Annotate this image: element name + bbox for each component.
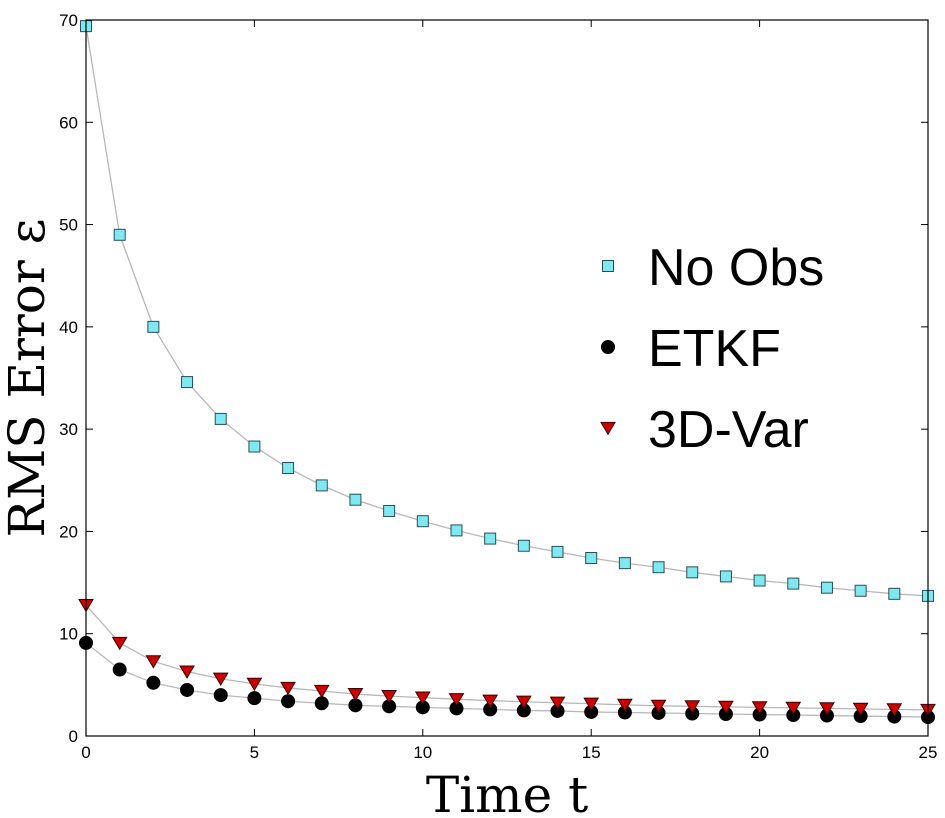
data-point-square — [517, 539, 530, 552]
y-tick-label: 40 — [59, 318, 78, 337]
data-point-square — [618, 557, 631, 570]
data-point-circle — [314, 696, 329, 711]
legend: No Obs ETKF 3D-Var — [600, 239, 824, 459]
data-point-square — [248, 440, 261, 453]
data-point-square — [315, 479, 328, 492]
data-point-triangle-down — [212, 672, 229, 687]
data-point-circle — [180, 682, 195, 697]
data-point-square — [585, 552, 598, 565]
data-point-square — [282, 462, 295, 475]
data-point-square — [888, 587, 901, 600]
x-tick-label: 5 — [250, 743, 259, 762]
x-axis-title: Time t — [426, 766, 588, 818]
series-markers — [78, 20, 936, 725]
data-point-triangle-down — [684, 700, 701, 714]
y-axis-title: RMS Error ε — [0, 218, 56, 537]
data-point-square — [753, 574, 766, 587]
data-point-triangle-down — [549, 696, 566, 711]
y-tick-label: 20 — [59, 522, 78, 541]
y-tick-label: 0 — [69, 727, 78, 746]
data-point-triangle-down — [347, 687, 364, 702]
data-point-square — [214, 412, 227, 425]
y-tick-label: 60 — [59, 113, 78, 132]
data-point-triangle-down — [313, 684, 330, 699]
legend-marker-square — [602, 260, 614, 272]
data-point-square — [787, 577, 800, 590]
data-point-square — [450, 524, 463, 537]
data-point-triangle-down — [179, 665, 195, 679]
data-point-circle — [281, 694, 296, 709]
data-point-square — [854, 584, 867, 597]
y-tick-label: 30 — [59, 420, 78, 439]
data-point-square — [383, 504, 396, 517]
legend-label: No Obs — [648, 239, 824, 297]
data-point-triangle-down — [819, 702, 835, 716]
plot-area-frame — [85, 19, 929, 737]
data-point-triangle-down — [515, 695, 532, 710]
legend-label: ETKF — [648, 320, 781, 378]
data-point-square — [113, 228, 126, 241]
data-point-triangle-down — [280, 681, 296, 696]
data-point-triangle-down — [246, 677, 263, 692]
data-point-square — [147, 320, 160, 333]
series-lines — [85, 26, 929, 718]
data-point-triangle-down — [886, 703, 903, 717]
data-point-triangle-down — [583, 697, 600, 712]
data-point-square — [686, 566, 699, 579]
series-line-square — [85, 26, 929, 597]
data-point-triangle-down — [448, 693, 465, 707]
data-point-triangle-down — [414, 691, 431, 705]
data-point-square — [719, 570, 732, 583]
x-tick-label: 10 — [413, 743, 432, 762]
data-point-triangle-down — [482, 694, 499, 708]
legend-label: 3D-Var — [648, 401, 809, 459]
series-line-circle — [85, 642, 929, 718]
y-tick-label: 70 — [59, 11, 78, 30]
x-tick-label: 0 — [81, 743, 90, 762]
data-point-square — [820, 581, 833, 594]
data-point-circle — [213, 688, 228, 703]
data-point-square — [551, 545, 564, 558]
data-point-square — [652, 561, 665, 574]
data-point-triangle-down — [381, 690, 397, 704]
series-line-triangle-down — [85, 604, 929, 711]
data-point-circle — [112, 662, 127, 677]
data-point-square — [416, 515, 429, 528]
data-point-triangle-down — [852, 702, 869, 717]
x-tick-label: 20 — [750, 743, 769, 762]
legend-marker-circle — [601, 340, 615, 354]
axis-tick-labels: 0 5 10 15 20 25 0 10 20 30 40 50 60 70 — [59, 11, 937, 762]
x-tick-label: 25 — [919, 743, 938, 762]
data-point-triangle-down — [650, 699, 667, 714]
data-point-circle — [146, 675, 161, 690]
data-point-square — [484, 532, 497, 545]
data-point-circle — [247, 691, 262, 706]
y-tick-label: 10 — [59, 625, 78, 644]
data-point-square — [349, 493, 362, 506]
data-point-triangle-down — [718, 700, 734, 715]
data-point-triangle-down — [111, 636, 128, 651]
data-point-square — [181, 376, 194, 389]
data-point-triangle-down — [751, 701, 768, 715]
axis-ticks — [85, 19, 929, 737]
y-tick-label: 50 — [59, 216, 78, 235]
data-point-triangle-down — [145, 655, 162, 669]
data-point-triangle-down — [785, 701, 802, 716]
x-tick-label: 15 — [582, 743, 601, 762]
legend-marker-triangle-down — [600, 421, 616, 436]
data-point-triangle-down — [617, 698, 633, 713]
